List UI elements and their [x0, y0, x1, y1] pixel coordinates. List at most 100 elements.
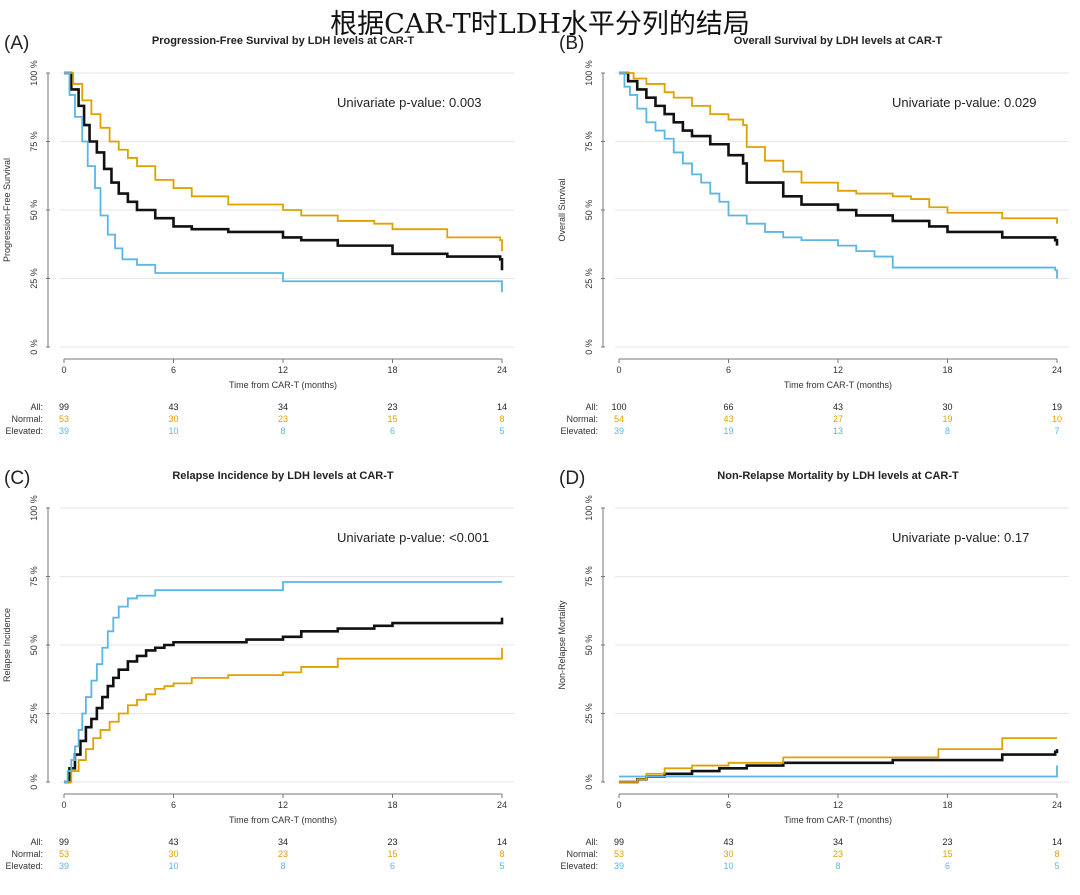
risk-count-normal: 53 [59, 849, 69, 859]
p-value-annotation: Univariate p-value: 0.029 [892, 95, 1037, 110]
risk-count-elevated: 5 [499, 861, 504, 871]
y-tick-label: 100 % [584, 60, 594, 86]
risk-count-normal: 23 [278, 849, 288, 859]
y-tick-label: 50 % [29, 200, 39, 221]
risk-count-normal: 30 [168, 849, 178, 859]
risk-row-label: Normal: [11, 849, 43, 859]
panel-label: (B) [559, 33, 584, 54]
risk-row-label: All: [585, 402, 598, 412]
x-tick-label: 6 [726, 800, 731, 810]
panel-relapse-incidence: (C) Relapse Incidence by LDH levels at CA… [0, 465, 540, 895]
y-tick-label: 25 % [584, 703, 594, 724]
risk-count-elevated: 39 [59, 861, 69, 871]
chart-title: Overall Survival by LDH levels at CAR-T [734, 35, 943, 47]
risk-count-normal: 43 [723, 414, 733, 424]
series-line-normal [619, 72, 1058, 224]
risk-count-all: 34 [278, 837, 288, 847]
chart-title: Non-Relapse Mortality by LDH levels at C… [717, 470, 959, 482]
risk-count-normal: 19 [942, 414, 952, 424]
y-tick-label: 100 % [584, 495, 594, 521]
x-tick-label: 24 [1052, 800, 1062, 810]
risk-count-all: 43 [723, 837, 733, 847]
risk-count-elevated: 19 [723, 426, 733, 436]
risk-count-all: 100 [611, 402, 626, 412]
risk-row-label: Normal: [566, 414, 598, 424]
series-line-all [64, 71, 504, 271]
risk-count-normal: 15 [387, 849, 397, 859]
y-tick-label: 100 % [29, 60, 39, 86]
risk-count-normal: 27 [833, 414, 843, 424]
risk-count-normal: 54 [614, 414, 624, 424]
risk-count-normal: 8 [499, 414, 504, 424]
risk-count-normal: 23 [833, 849, 843, 859]
risk-count-elevated: 10 [168, 861, 178, 871]
y-axis-label: Non-Relapse Mortality [557, 600, 567, 690]
y-tick-label: 25 % [29, 268, 39, 289]
y-axis-label: Relapse Incidence [2, 608, 12, 682]
risk-row-label: Elevated: [5, 426, 43, 436]
risk-count-elevated: 39 [614, 861, 624, 871]
x-tick-label: 18 [387, 365, 397, 375]
risk-row-label: Elevated: [560, 861, 598, 871]
y-tick-label: 100 % [29, 495, 39, 521]
risk-count-normal: 15 [387, 414, 397, 424]
risk-count-elevated: 5 [499, 426, 504, 436]
y-tick-label: 50 % [29, 635, 39, 656]
panel-overall-survival: (B) Overall Survival by LDH levels at CAR… [555, 30, 1080, 460]
x-tick-label: 0 [616, 365, 621, 375]
y-tick-label: 25 % [29, 703, 39, 724]
p-value-annotation: Univariate p-value: <0.001 [337, 530, 489, 545]
y-tick-label: 75 % [584, 131, 594, 152]
risk-count-all: 14 [1052, 837, 1062, 847]
risk-count-all: 99 [59, 402, 69, 412]
p-value-annotation: Univariate p-value: 0.17 [892, 530, 1029, 545]
x-tick-label: 12 [278, 800, 288, 810]
risk-count-elevated: 39 [614, 426, 624, 436]
risk-count-all: 66 [723, 402, 733, 412]
risk-count-all: 14 [497, 402, 507, 412]
risk-count-all: 34 [278, 402, 288, 412]
panel-non-relapse-mortality: (D) Non-Relapse Mortality by LDH levels a… [555, 465, 1080, 895]
risk-count-all: 34 [833, 837, 843, 847]
risk-count-elevated: 13 [833, 426, 843, 436]
x-tick-label: 0 [61, 800, 66, 810]
x-tick-label: 0 [616, 800, 621, 810]
series-line-elevated [64, 72, 503, 293]
chart-svg: (A) Progression-Free Survival by LDH leve… [2, 33, 514, 436]
risk-count-elevated: 6 [390, 861, 395, 871]
risk-count-elevated: 5 [1054, 861, 1059, 871]
panel-label: (A) [4, 33, 29, 54]
risk-count-all: 23 [387, 837, 397, 847]
figure-title: 根据CAR-T时LDH水平分列的结局 [330, 9, 750, 40]
risk-count-elevated: 8 [280, 426, 285, 436]
risk-row-label: Elevated: [5, 861, 43, 871]
risk-count-all: 19 [1052, 402, 1062, 412]
x-axis-label: Time from CAR-T (months) [784, 815, 892, 825]
risk-row-label: All: [585, 837, 598, 847]
risk-row-label: Normal: [566, 849, 598, 859]
risk-row-label: All: [30, 837, 43, 847]
y-tick-label: 75 % [29, 131, 39, 152]
panel-label: (C) [4, 468, 30, 489]
series-line-all [64, 617, 504, 784]
chart-svg: (C) Relapse Incidence by LDH levels at CA… [2, 468, 514, 871]
panel-label: (D) [559, 468, 585, 489]
x-tick-label: 24 [497, 800, 507, 810]
chart-title: Relapse Incidence by LDH levels at CAR-T [172, 470, 394, 482]
chart-title: Progression-Free Survival by LDH levels … [152, 35, 415, 47]
x-tick-label: 24 [1052, 365, 1062, 375]
series-line-elevated [64, 581, 502, 783]
x-tick-label: 12 [278, 365, 288, 375]
x-axis-label: Time from CAR-T (months) [229, 380, 337, 390]
risk-count-all: 23 [387, 402, 397, 412]
risk-count-normal: 53 [59, 414, 69, 424]
series-line-normal [64, 72, 503, 252]
risk-count-normal: 53 [614, 849, 624, 859]
risk-count-all: 14 [497, 837, 507, 847]
x-axis-label: Time from CAR-T (months) [229, 815, 337, 825]
risk-count-elevated: 8 [280, 861, 285, 871]
risk-row-label: Normal: [11, 414, 43, 424]
series-line-normal [64, 647, 503, 783]
risk-count-elevated: 6 [945, 861, 950, 871]
p-value-annotation: Univariate p-value: 0.003 [337, 95, 482, 110]
